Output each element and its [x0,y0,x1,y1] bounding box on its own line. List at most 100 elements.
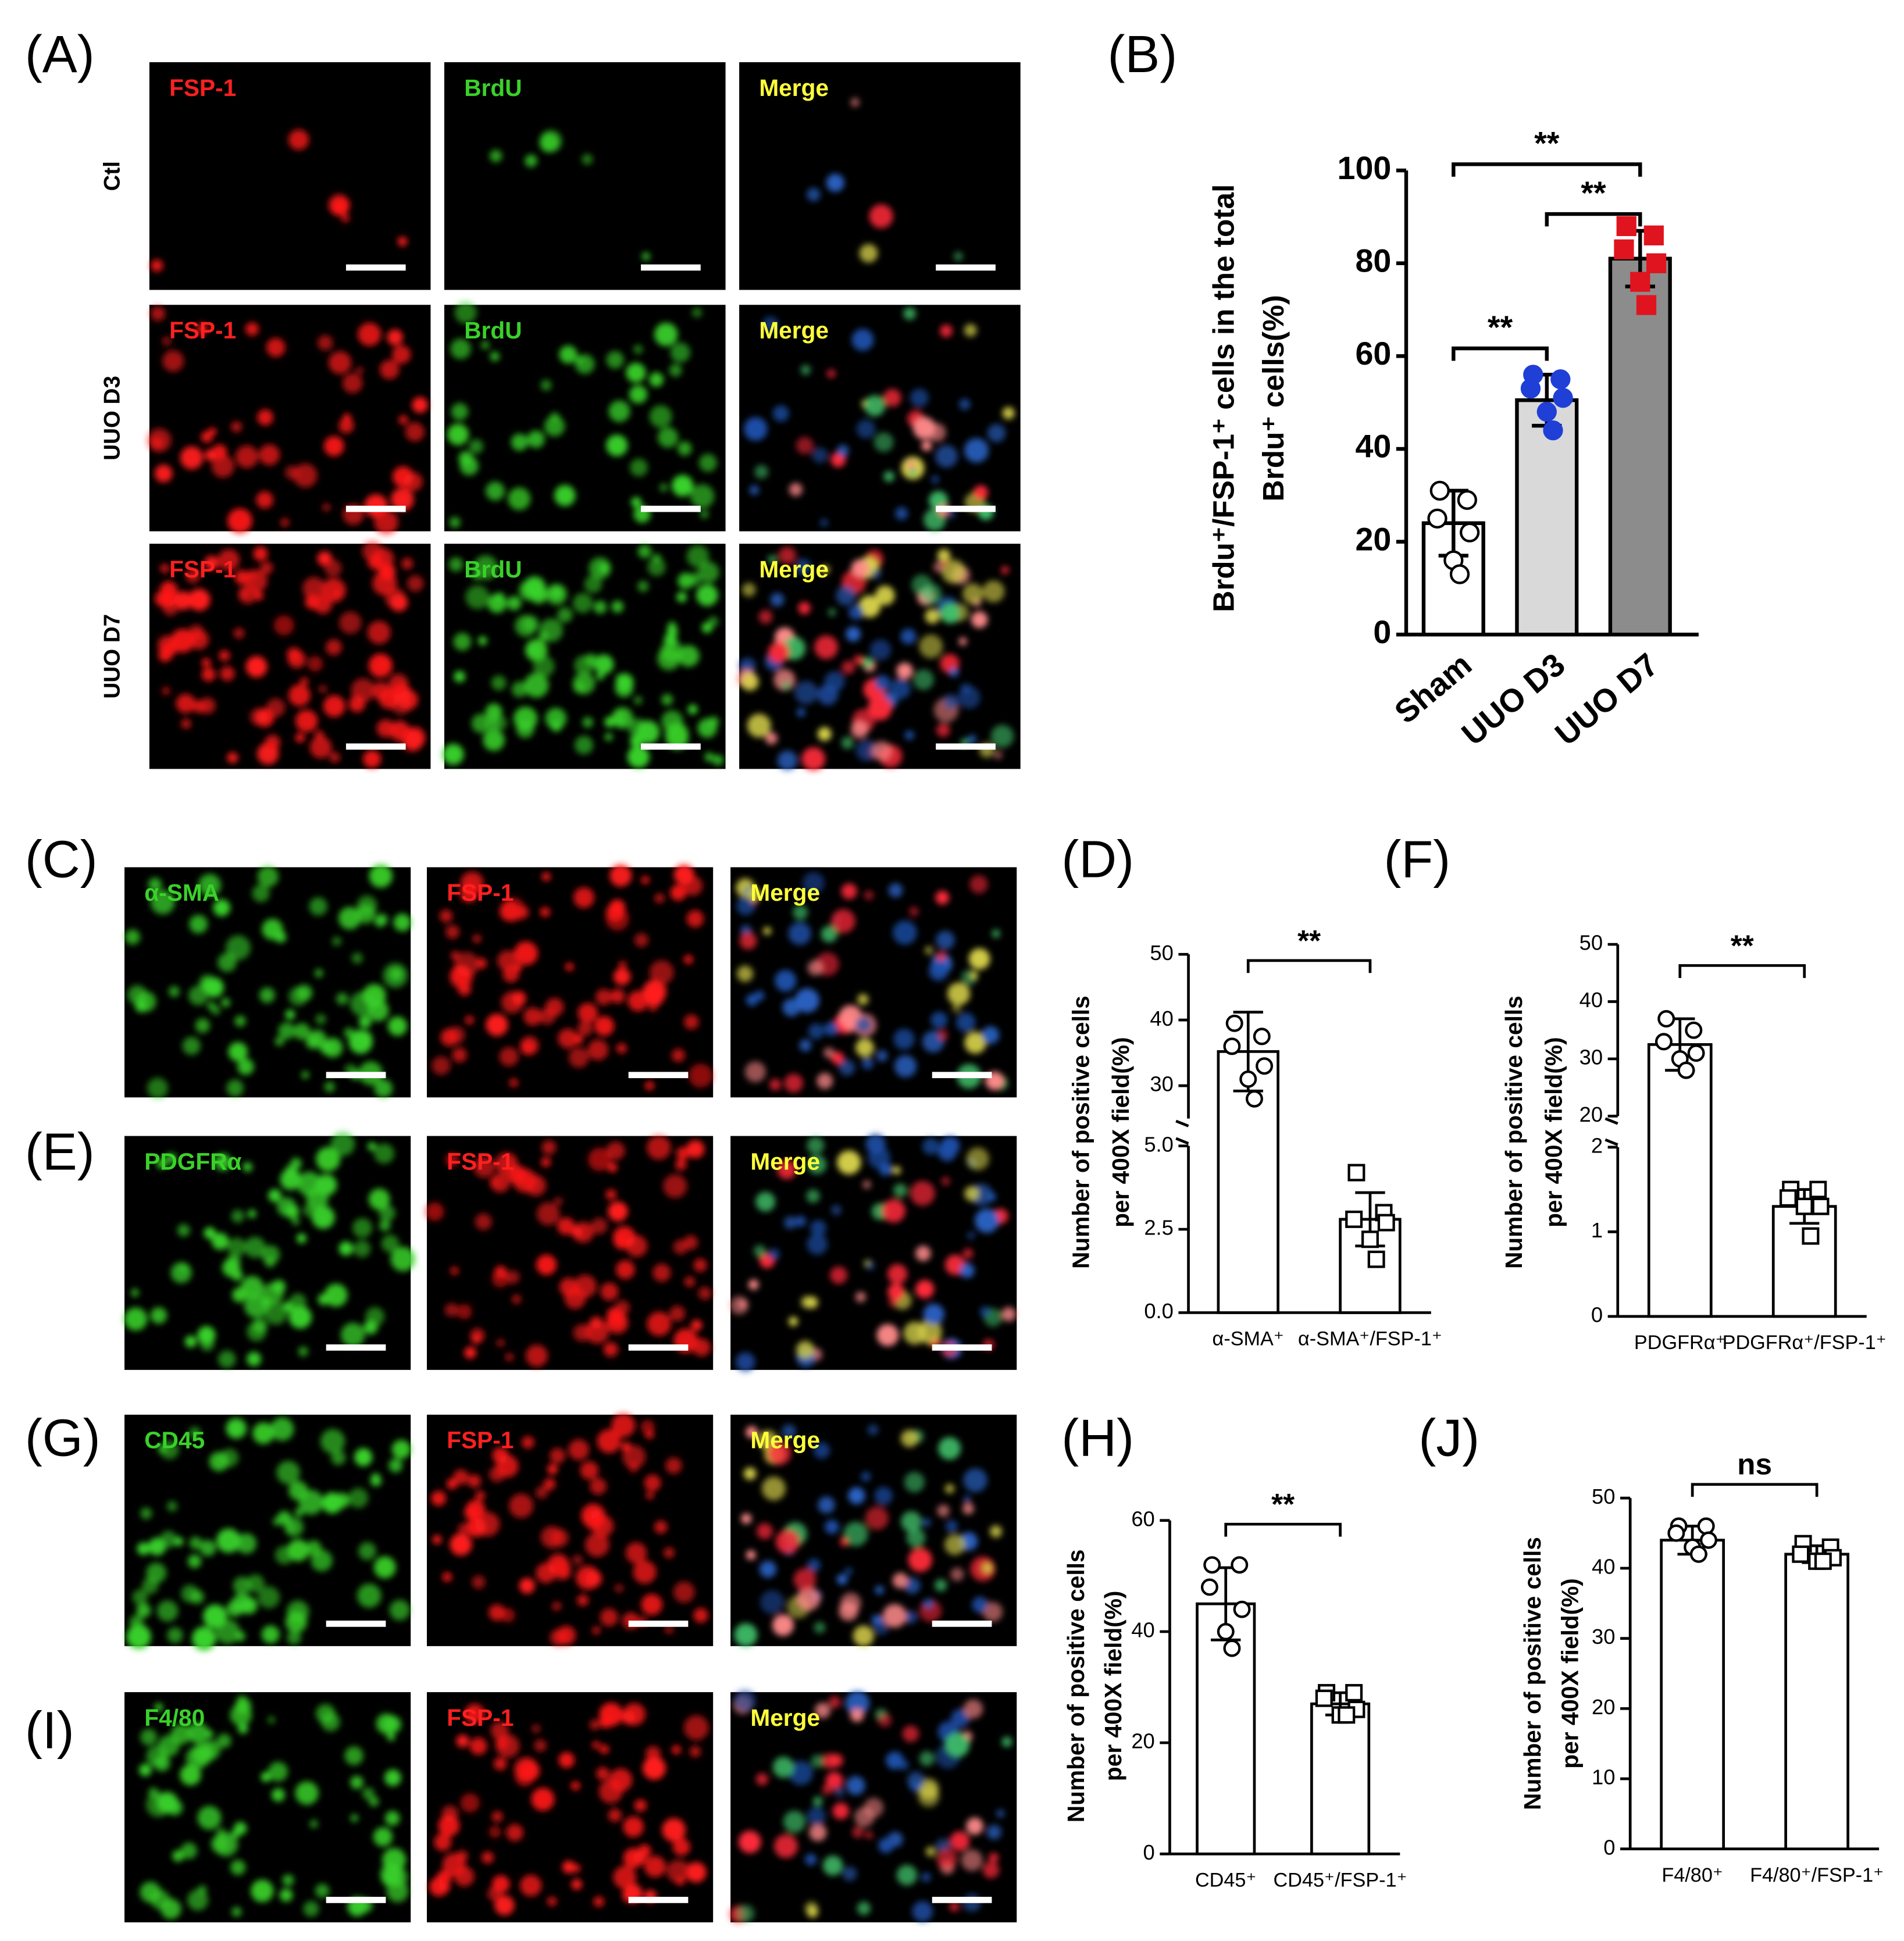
cell [448,557,463,572]
cell [388,1458,403,1473]
micrograph: FSP-1 [149,541,431,769]
cell [398,690,419,711]
micrograph: CD45 [124,1414,411,1651]
channel-label: Merge [750,1704,820,1731]
cell [689,1746,701,1757]
cell [868,696,892,720]
channel-label: Merge [759,317,829,344]
micrograph: Merge [729,1689,1017,1924]
cell [600,1744,609,1754]
cell [821,565,830,575]
cell [605,1189,617,1200]
cell [541,872,551,881]
cell [536,1254,557,1275]
cell [1001,566,1009,575]
cell [873,432,894,452]
cell [439,909,453,923]
cell [226,935,251,961]
cell [184,1335,197,1348]
cell [748,1279,759,1290]
cell [775,970,797,992]
cell [592,1741,600,1749]
data-point [1367,1250,1385,1268]
cell [140,1728,158,1746]
cell [886,1751,904,1769]
cell [554,484,576,506]
cell [936,951,946,961]
data-point [1687,1044,1705,1062]
cell [481,341,490,349]
cell [599,1702,623,1726]
cell [499,1047,519,1066]
cell [180,446,204,470]
cell [797,1587,821,1611]
data-point [1429,480,1450,501]
cell [768,641,789,663]
cell [458,982,471,996]
cell [502,966,519,983]
y-tick-label: 20 [1355,521,1391,557]
cell [868,1146,890,1169]
cell [188,1426,201,1439]
cell [755,1191,776,1212]
cell [969,875,988,894]
cell [606,434,628,456]
cell [608,1162,618,1172]
cell [811,1754,825,1768]
data-point [1315,1689,1333,1707]
cell [459,884,479,902]
cell [495,1152,518,1175]
cell [973,485,988,500]
cell [227,1237,247,1257]
x-tick-label: CD45⁺ [1195,1869,1257,1891]
cell [189,1536,202,1550]
cell [288,650,306,669]
channel-label: F4/80 [144,1704,205,1731]
cell [605,1344,615,1354]
cell [289,1293,306,1311]
cell-signal [432,864,713,1090]
cell [686,1862,707,1883]
cell [573,887,594,908]
cell [952,1004,961,1013]
cell [862,1180,871,1189]
panel-letter: (B) [1107,26,1177,84]
cell [634,933,648,947]
cell [687,704,698,715]
data-point [1520,379,1541,399]
cell [775,1529,800,1554]
cell [987,424,1006,443]
cell [489,149,502,162]
cell [875,1585,884,1594]
cell [962,583,983,604]
cell [525,154,537,167]
channel-label: Merge [759,556,829,583]
cell [156,1158,167,1169]
bar [1771,1205,1837,1318]
cell [772,1614,794,1636]
cell [434,1833,452,1851]
data-point [1553,388,1573,408]
cell [960,683,972,694]
cell [805,1853,817,1865]
cell [861,1471,871,1482]
cell [482,1851,494,1864]
cell [610,989,625,1004]
cell [796,708,805,717]
cell [793,905,808,920]
cell [758,609,773,624]
cell [261,1625,280,1644]
x-tick-label: α-SMA⁺ [1213,1328,1284,1350]
data-point [1630,272,1650,292]
data-point [1253,1027,1271,1046]
cell [444,1303,459,1317]
cell [676,591,687,602]
cell [362,1787,375,1800]
cell [354,1448,373,1467]
cell [288,684,311,707]
cell [226,1600,243,1617]
cell [865,1831,873,1839]
y-tick-label: 10 [1592,1765,1615,1789]
y-tick-label: 30 [1592,1625,1615,1649]
cell [770,593,785,607]
